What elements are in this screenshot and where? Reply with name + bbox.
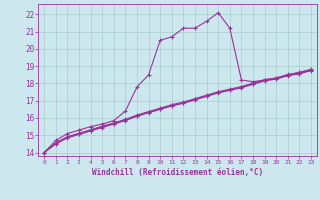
X-axis label: Windchill (Refroidissement éolien,°C): Windchill (Refroidissement éolien,°C)	[92, 168, 263, 177]
